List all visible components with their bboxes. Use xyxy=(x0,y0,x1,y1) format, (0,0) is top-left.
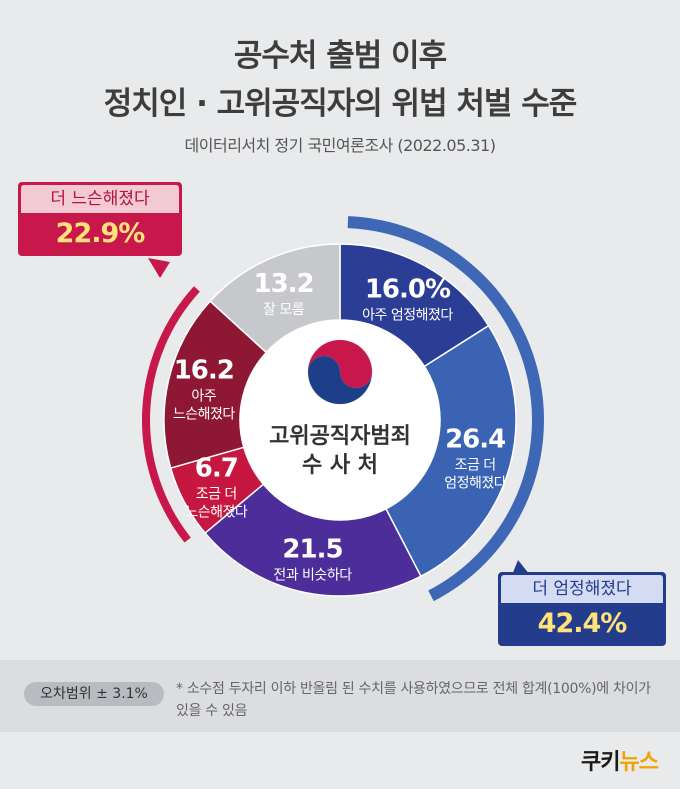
callout-looser: 더 느슨해졌다 22.9% xyxy=(18,182,182,256)
brand-logo: 쿠키뉴스 xyxy=(581,744,659,776)
callout-looser-label: 더 느슨해졌다 xyxy=(21,185,179,213)
chart-subtitle: 데이터리서치 정기 국민여론조사 (2022.05.31) xyxy=(184,136,496,155)
donut-hole xyxy=(240,320,440,520)
slice-value-very-strict: 16.0% xyxy=(365,274,451,304)
slice-value-somewhat-loose: 6.7 xyxy=(195,454,238,484)
logo-part1: 쿠키 xyxy=(581,750,620,775)
slice-value-same: 21.5 xyxy=(282,534,342,564)
callout-stricter-value: 42.4% xyxy=(537,608,628,639)
slice-label-somewhat-loose: 느슨해졌다 xyxy=(185,505,248,521)
callout-looser-value: 22.9% xyxy=(55,218,146,249)
slice-label-very-loose: 아주 xyxy=(191,389,216,405)
chart-title-line1: 공수처 출범 이후 xyxy=(233,38,447,74)
slice-label-same: 전과 비슷하다 xyxy=(273,567,352,583)
logo-part2: 뉴스 xyxy=(619,750,659,775)
slice-label-very-loose: 느슨해졌다 xyxy=(173,407,236,423)
slice-value-unknown: 13.2 xyxy=(254,269,314,299)
donut-slices xyxy=(163,243,517,597)
error-range-badge: 오차범위 ± 3.1% xyxy=(24,682,164,706)
arc-looser xyxy=(142,286,200,543)
slice-value-somewhat-strict: 26.4 xyxy=(445,425,505,455)
chart-title-line2: 정치인 · 고위공직자의 위법 처벌 수준 xyxy=(103,86,578,122)
callout-loose-pointer xyxy=(148,258,170,278)
group-arcs xyxy=(142,216,544,602)
emblem-icon xyxy=(307,339,373,405)
center-org-name2: 수 사 처 xyxy=(302,453,378,478)
slice-label-somewhat-strict: 조금 더 xyxy=(455,458,496,474)
slice-label-somewhat-loose: 조금 더 xyxy=(196,487,237,503)
slice-label-somewhat-strict: 엄정해졌다 xyxy=(444,476,507,492)
arc-stricter xyxy=(347,216,544,602)
slice-value-very-loose: 16.2 xyxy=(174,356,234,386)
footnote-text: * 소수점 두자리 이하 반올림 된 수치를 사용하였으므로 전체 합계(100… xyxy=(176,681,651,719)
callout-stricter: 더 엄정해졌다 42.4% xyxy=(498,572,666,646)
callout-strict-pointer xyxy=(512,560,530,575)
slice-label-unknown: 잘 모름 xyxy=(263,302,305,318)
callout-stricter-label: 더 엄정해졌다 xyxy=(501,575,663,603)
slice-label-very-strict: 아주 엄정해졌다 xyxy=(362,307,453,323)
center-org-name: 고위공직자범죄 xyxy=(269,424,411,449)
